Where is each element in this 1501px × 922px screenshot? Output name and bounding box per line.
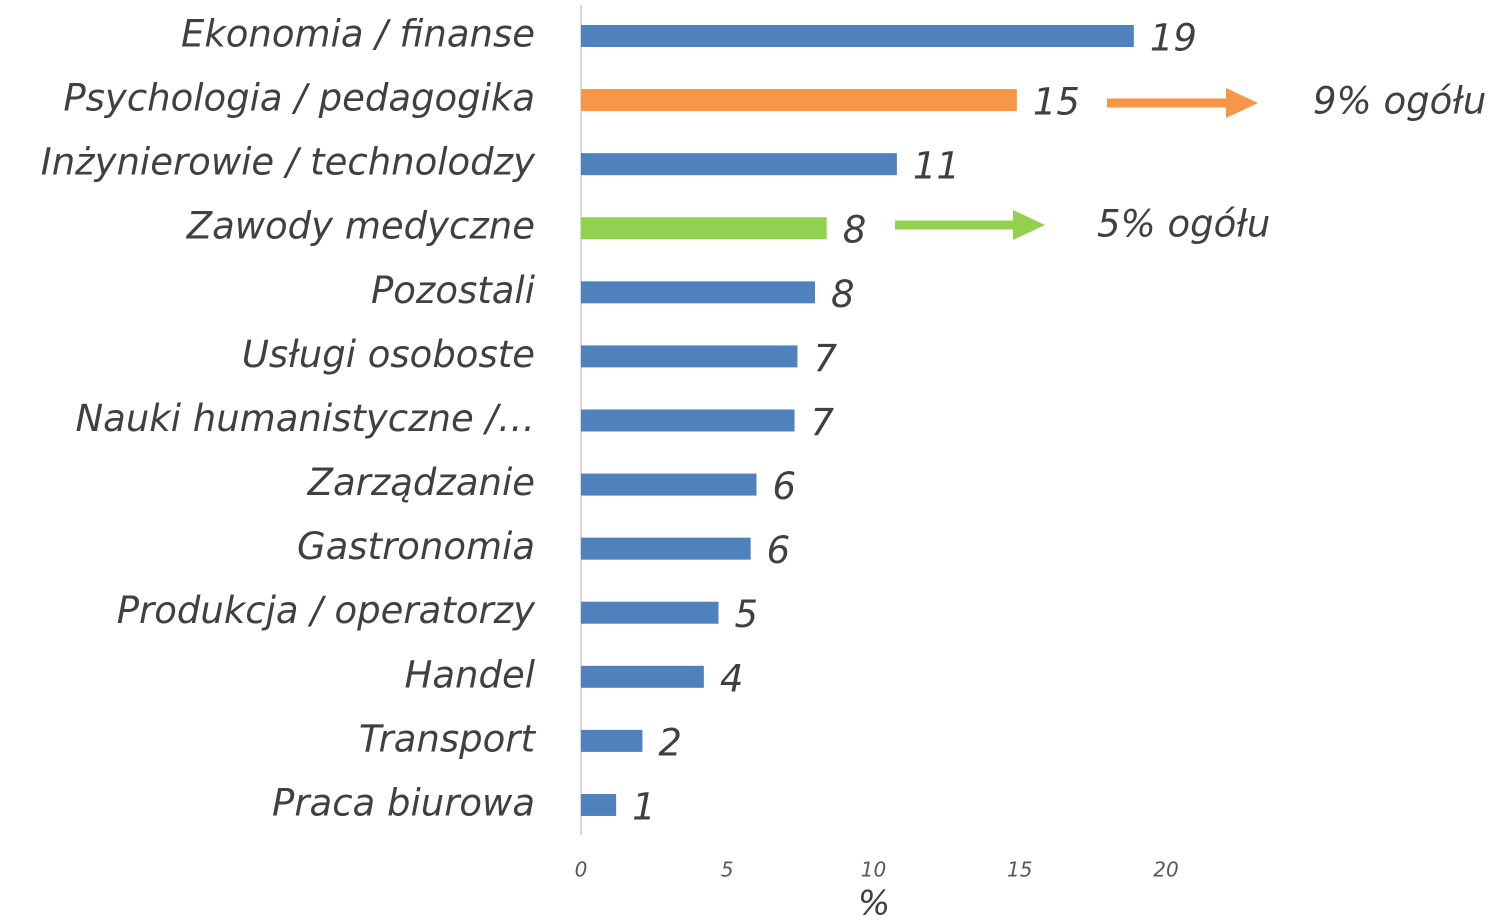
x-tick-label: 15	[1007, 858, 1032, 882]
y-tick-label: Handel	[405, 653, 536, 696]
bar	[581, 89, 1017, 112]
y-tick-label: Usługi osoboste	[242, 333, 535, 376]
y-tick-label: Transport	[359, 717, 537, 760]
arrow-head	[1226, 88, 1258, 118]
data-label: 8	[831, 273, 855, 316]
y-tick-label: Nauki humanistyczne /…	[75, 397, 535, 440]
bar	[581, 793, 617, 816]
y-tick-label: Ekonomia / finanse	[181, 13, 535, 56]
x-axis-label: %	[858, 884, 890, 922]
x-tick-label: 0	[575, 858, 588, 882]
data-label: 6	[767, 529, 791, 572]
bar	[581, 665, 704, 688]
y-tick-label: Produkcja / operatorzy	[117, 589, 536, 632]
data-label: 6	[773, 465, 797, 508]
y-tick-label: Zarządzanie	[307, 461, 535, 504]
y-tick-label: Praca biurowa	[272, 781, 535, 824]
bar	[581, 153, 897, 176]
bar	[581, 409, 795, 432]
data-label: 8	[843, 209, 867, 252]
data-label: 11	[913, 145, 960, 188]
bar	[581, 601, 719, 624]
data-label: 4	[720, 657, 744, 700]
bar	[581, 729, 643, 752]
data-label: 19	[1150, 17, 1197, 60]
y-tick-label: Psychologia / pedagogika	[63, 77, 535, 120]
y-tick-label: Inżynierowie / technolodzy	[41, 141, 536, 184]
x-tick-label: 10	[861, 858, 886, 882]
y-tick-label: Zawody medyczne	[186, 205, 535, 248]
bar	[581, 345, 798, 368]
bar	[581, 25, 1134, 47]
data-label: 5	[734, 593, 758, 636]
data-label: 1	[632, 785, 656, 828]
bar	[581, 217, 827, 240]
data-label: 2	[658, 721, 682, 764]
annotation: 9% ogółu	[1313, 80, 1486, 123]
annotation: 5% ogółu	[1097, 203, 1270, 246]
x-tick-label: 20	[1153, 858, 1178, 882]
data-label: 15	[1033, 81, 1080, 124]
bar	[581, 473, 757, 496]
x-tick-label: 5	[721, 858, 734, 882]
data-label: 7	[813, 337, 837, 380]
arrow-head	[1013, 210, 1045, 240]
y-tick-label: Gastronomia	[297, 525, 535, 568]
data-label: 7	[811, 401, 835, 444]
bar	[581, 281, 815, 304]
y-tick-label: Pozostali	[371, 269, 536, 312]
bar	[581, 537, 751, 560]
